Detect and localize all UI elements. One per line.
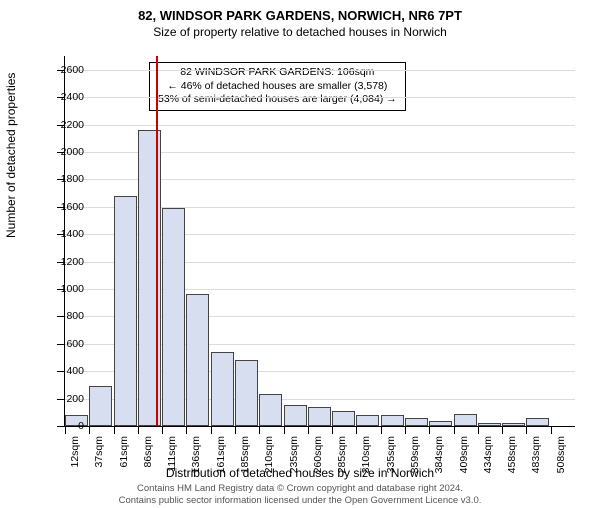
histogram-bar bbox=[211, 352, 234, 426]
x-tick bbox=[162, 426, 163, 434]
y-tick-label: 1400 bbox=[61, 228, 84, 240]
histogram-bar bbox=[259, 394, 282, 426]
grid-line bbox=[65, 97, 575, 98]
histogram-bar bbox=[502, 423, 525, 426]
x-tick bbox=[259, 426, 260, 434]
y-tick-label: 2600 bbox=[61, 64, 84, 76]
x-tick bbox=[551, 426, 552, 434]
x-tick bbox=[114, 426, 115, 434]
x-tick bbox=[332, 426, 333, 434]
x-tick bbox=[381, 426, 382, 434]
y-tick-label: 2000 bbox=[61, 146, 84, 158]
x-tick bbox=[405, 426, 406, 434]
y-tick-label: 1800 bbox=[61, 173, 84, 185]
footer-line-1: Contains HM Land Registry data © Crown c… bbox=[0, 483, 600, 494]
plot-area: 82 WINDSOR PARK GARDENS: 106sqm ← 46% of… bbox=[64, 56, 575, 427]
histogram-bar bbox=[405, 418, 428, 426]
y-tick bbox=[57, 426, 65, 427]
x-tick bbox=[138, 426, 139, 434]
x-tick bbox=[429, 426, 430, 434]
y-tick-label: 2200 bbox=[61, 119, 84, 131]
x-tick bbox=[284, 426, 285, 434]
histogram-bar bbox=[526, 418, 549, 426]
annotation-line-3: 53% of semi-detached houses are larger (… bbox=[158, 93, 397, 107]
x-tick bbox=[454, 426, 455, 434]
footer: Contains HM Land Registry data © Crown c… bbox=[0, 483, 600, 506]
histogram-bar bbox=[235, 360, 258, 426]
x-tick bbox=[308, 426, 309, 434]
annotation-line-2: ← 46% of detached houses are smaller (3,… bbox=[158, 80, 397, 94]
title-main: 82, WINDSOR PARK GARDENS, NORWICH, NR6 7… bbox=[0, 8, 600, 23]
x-tick bbox=[502, 426, 503, 434]
y-tick-label: 400 bbox=[66, 365, 84, 377]
x-tick bbox=[356, 426, 357, 434]
grid-line bbox=[65, 70, 575, 71]
y-tick-label: 0 bbox=[78, 420, 84, 432]
x-tick bbox=[65, 426, 66, 434]
x-tick bbox=[186, 426, 187, 434]
reference-line bbox=[156, 56, 158, 426]
histogram-bar bbox=[89, 386, 112, 426]
histogram-bar bbox=[429, 421, 452, 426]
histogram-bar bbox=[454, 414, 477, 426]
x-tick bbox=[235, 426, 236, 434]
y-tick-label: 800 bbox=[66, 310, 84, 322]
histogram-bar bbox=[186, 294, 209, 426]
histogram-bar bbox=[65, 415, 88, 426]
histogram-bar bbox=[308, 407, 331, 426]
x-tick bbox=[478, 426, 479, 434]
y-tick bbox=[57, 316, 65, 317]
title-sub: Size of property relative to detached ho… bbox=[0, 25, 600, 39]
histogram-bar bbox=[162, 208, 185, 426]
footer-line-2: Contains public sector information licen… bbox=[0, 495, 600, 506]
y-tick-label: 2400 bbox=[61, 91, 84, 103]
y-tick-label: 600 bbox=[66, 338, 84, 350]
x-tick bbox=[526, 426, 527, 434]
y-tick-label: 1200 bbox=[61, 256, 84, 268]
chart-container: 82, WINDSOR PARK GARDENS, NORWICH, NR6 7… bbox=[0, 8, 600, 508]
y-tick bbox=[57, 344, 65, 345]
y-tick bbox=[57, 399, 65, 400]
y-tick-label: 1000 bbox=[61, 283, 84, 295]
x-tick bbox=[211, 426, 212, 434]
y-axis-title: Number of detached properties bbox=[4, 73, 18, 238]
histogram-bar bbox=[284, 405, 307, 426]
x-axis-title: Distribution of detached houses by size … bbox=[0, 466, 600, 480]
y-tick bbox=[57, 371, 65, 372]
histogram-bar bbox=[478, 423, 501, 426]
histogram-bar bbox=[381, 415, 404, 426]
y-tick-label: 1600 bbox=[61, 201, 84, 213]
histogram-bar bbox=[114, 196, 137, 426]
grid-line bbox=[65, 125, 575, 126]
histogram-bar bbox=[356, 415, 379, 426]
x-tick bbox=[89, 426, 90, 434]
y-tick-label: 200 bbox=[66, 393, 84, 405]
histogram-bar bbox=[332, 411, 355, 426]
annotation-line-1: 82 WINDSOR PARK GARDENS: 106sqm bbox=[158, 66, 397, 80]
